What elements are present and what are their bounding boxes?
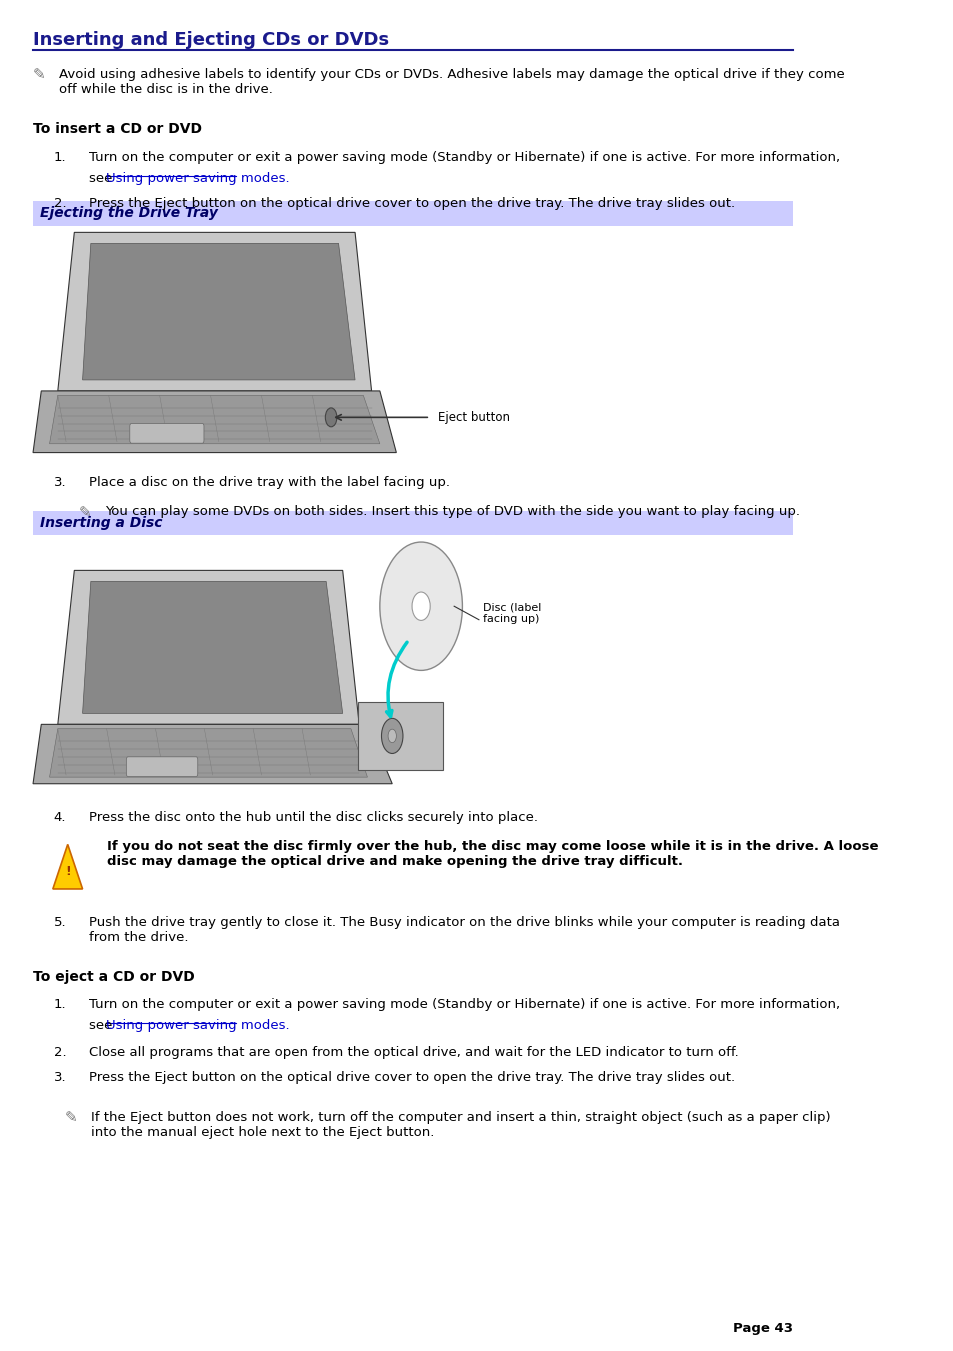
Text: Press the Eject button on the optical drive cover to open the drive tray. The dr: Press the Eject button on the optical dr… xyxy=(89,197,735,211)
Text: 5.: 5. xyxy=(53,916,66,929)
FancyBboxPatch shape xyxy=(358,703,442,770)
Polygon shape xyxy=(58,570,359,724)
Text: Page 43: Page 43 xyxy=(732,1321,792,1335)
Polygon shape xyxy=(33,724,392,784)
Text: Close all programs that are open from the optical drive, and wait for the LED in: Close all programs that are open from th… xyxy=(89,1046,739,1059)
Text: Using power saving modes.: Using power saving modes. xyxy=(106,1019,289,1032)
Text: To eject a CD or DVD: To eject a CD or DVD xyxy=(33,970,194,984)
Text: Avoid using adhesive labels to identify your CDs or DVDs. Adhesive labels may da: Avoid using adhesive labels to identify … xyxy=(59,68,844,96)
Polygon shape xyxy=(83,581,342,713)
Text: ✎: ✎ xyxy=(78,505,91,520)
Text: see: see xyxy=(89,1019,116,1032)
Text: Using power saving modes.: Using power saving modes. xyxy=(106,172,289,185)
Text: To insert a CD or DVD: To insert a CD or DVD xyxy=(33,122,202,135)
Text: 3.: 3. xyxy=(53,1071,66,1085)
Text: 2.: 2. xyxy=(53,1046,66,1059)
Text: Push the drive tray gently to close it. The Busy indicator on the drive blinks w: Push the drive tray gently to close it. … xyxy=(89,916,840,944)
Text: 2.: 2. xyxy=(53,197,66,211)
Text: 1.: 1. xyxy=(53,998,66,1012)
Polygon shape xyxy=(52,844,83,889)
Text: see: see xyxy=(89,172,116,185)
Ellipse shape xyxy=(412,592,430,620)
Text: Ejecting the Drive Tray: Ejecting the Drive Tray xyxy=(40,207,217,220)
Text: !: ! xyxy=(65,865,71,878)
Text: 3.: 3. xyxy=(53,476,66,489)
Text: Inserting a Disc: Inserting a Disc xyxy=(40,516,162,530)
Text: Press the Eject button on the optical drive cover to open the drive tray. The dr: Press the Eject button on the optical dr… xyxy=(89,1071,735,1085)
Text: Turn on the computer or exit a power saving mode (Standby or Hibernate) if one i: Turn on the computer or exit a power sav… xyxy=(89,998,840,1012)
Circle shape xyxy=(381,719,402,754)
Text: Inserting and Ejecting CDs or DVDs: Inserting and Ejecting CDs or DVDs xyxy=(33,31,389,49)
Text: Place a disc on the drive tray with the label facing up.: Place a disc on the drive tray with the … xyxy=(89,476,450,489)
Text: ✎: ✎ xyxy=(65,1111,77,1125)
Bar xyxy=(33,201,792,226)
FancyBboxPatch shape xyxy=(130,423,204,443)
Polygon shape xyxy=(50,728,367,777)
Text: Press the disc onto the hub until the disc clicks securely into place.: Press the disc onto the hub until the di… xyxy=(89,811,537,824)
Circle shape xyxy=(388,730,395,743)
Polygon shape xyxy=(58,232,371,390)
Polygon shape xyxy=(50,396,379,443)
Text: 4.: 4. xyxy=(53,811,66,824)
Polygon shape xyxy=(33,390,395,453)
FancyBboxPatch shape xyxy=(126,757,197,777)
Bar xyxy=(33,511,792,535)
Text: ✎: ✎ xyxy=(33,68,46,82)
Text: If you do not seat the disc firmly over the hub, the disc may come loose while i: If you do not seat the disc firmly over … xyxy=(108,840,878,869)
Text: Eject button: Eject button xyxy=(438,411,510,424)
Polygon shape xyxy=(83,243,355,380)
Ellipse shape xyxy=(379,542,462,670)
Circle shape xyxy=(325,408,336,427)
Text: If the Eject button does not work, turn off the computer and insert a thin, stra: If the Eject button does not work, turn … xyxy=(91,1111,829,1139)
Text: Turn on the computer or exit a power saving mode (Standby or Hibernate) if one i: Turn on the computer or exit a power sav… xyxy=(89,151,840,165)
Text: 1.: 1. xyxy=(53,151,66,165)
Text: You can play some DVDs on both sides. Insert this type of DVD with the side you : You can play some DVDs on both sides. In… xyxy=(105,505,799,519)
Text: Disc (label
facing up): Disc (label facing up) xyxy=(482,603,541,624)
